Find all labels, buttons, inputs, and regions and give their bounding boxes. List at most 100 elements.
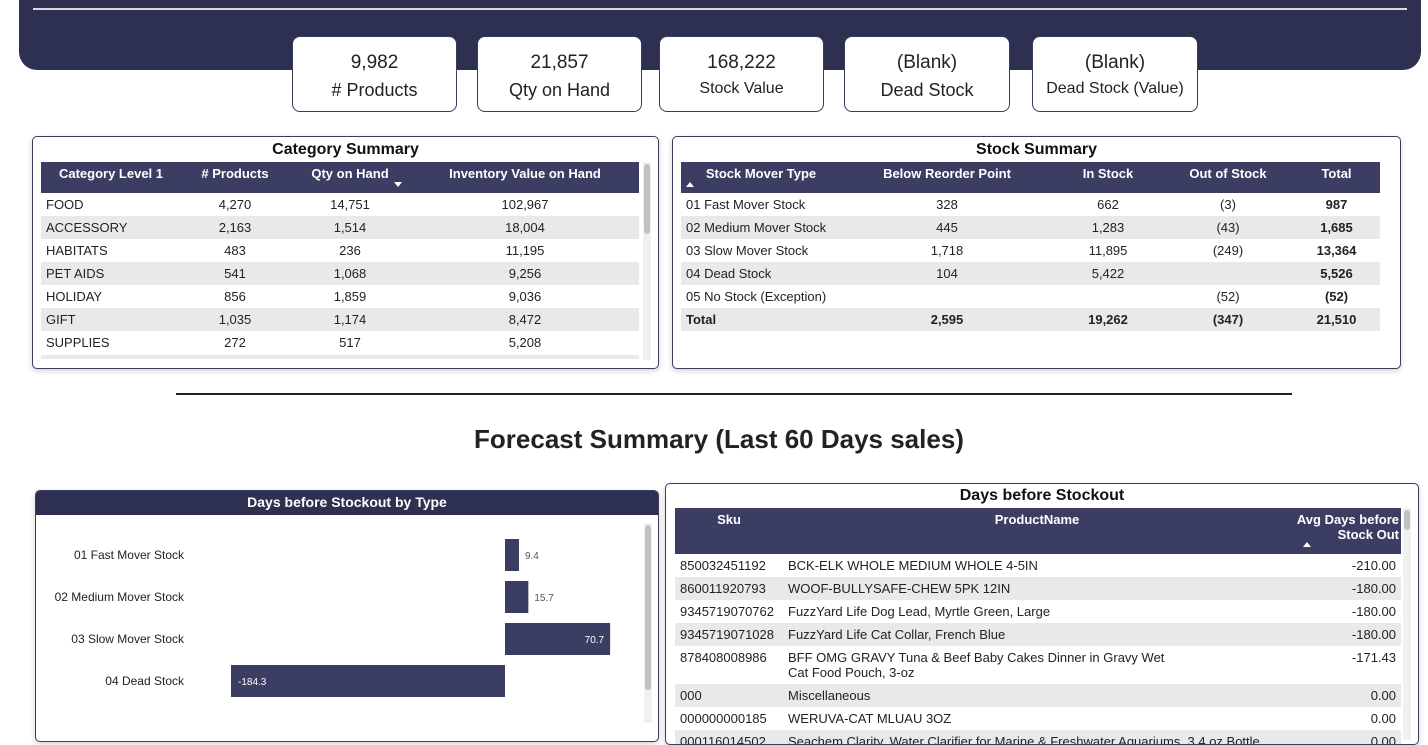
cell-qty: 236 <box>339 243 361 258</box>
cell-product-name: WOOF-BULLYSAFE-CHEW 5PK 12IN <box>783 577 1291 600</box>
table-row[interactable]: FOOD 4,270 14,751 102,967 <box>41 193 639 216</box>
col-header-stock-mover-type[interactable]: Stock Mover Type <box>681 162 841 193</box>
cell-value: 18,004 <box>411 216 639 239</box>
table-row[interactable]: 9345719070762 FuzzYard Life Dog Lead, Myr… <box>675 600 1401 623</box>
cell-products: 483 <box>224 243 246 258</box>
cell-total-out-of-stock: (347) <box>1163 308 1293 331</box>
kpi-label: # Products <box>331 80 418 100</box>
cell-value: 9,256 <box>411 262 639 285</box>
table-row[interactable]: 01 Fast Mover Stock 328 662 (3) 987 <box>681 193 1380 216</box>
chart-scrollbar-thumb[interactable] <box>645 525 651 690</box>
col-header-avg-days[interactable]: Avg Days before Stock Out <box>1291 508 1401 554</box>
cell-total-below-reorder: 2,595 <box>841 308 1053 331</box>
table-row[interactable]: 850032451192 BCK-ELK WHOLE MEDIUM WHOLE 4… <box>675 554 1401 577</box>
stockout-table: Sku ProductName Avg Days before Stock Ou… <box>675 508 1401 744</box>
table-row[interactable]: 860011920793 WOOF-BULLYSAFE-CHEW 5PK 12IN… <box>675 577 1401 600</box>
col-header-product-name[interactable]: ProductName <box>783 508 1291 554</box>
cell-below-reorder: 104 <box>841 262 1053 285</box>
table-row[interactable]: 000116014502 Seachem Clarity, Water Clari… <box>675 730 1401 744</box>
cell-products: 1,035 <box>181 308 289 331</box>
cell-qty: 1,068 <box>289 262 411 285</box>
stock-summary-table: Stock Mover Type Below Reorder Point In … <box>681 162 1380 331</box>
cell-sku: 000116014502 <box>675 730 783 744</box>
cell-out-of-stock: (43) <box>1163 216 1293 239</box>
cell-avg-days: -180.00 <box>1291 577 1401 600</box>
bar[interactable] <box>505 539 519 571</box>
table-row[interactable]: 000000000185 WERUVA-CAT MLUAU 3OZ 0.00 <box>675 707 1401 730</box>
cell-total: 987 <box>1325 197 1348 212</box>
stockout-by-type-chart-panel: Days before Stockout by Type 01 Fast Mov… <box>35 490 659 742</box>
table-row[interactable]: 9345719071028 FuzzYard Life Cat Collar, F… <box>675 623 1401 646</box>
cell-product-name: FuzzYard Life Dog Lead, Myrtle Green, La… <box>788 604 1051 619</box>
kpi-card-dead-stock-value[interactable]: (Blank) Dead Stock (Value) <box>1032 36 1198 112</box>
cell-product-name: BCK-ELK WHOLE MEDIUM WHOLE 4-5IN <box>788 558 1038 573</box>
cell-total-in-stock: 19,262 <box>1053 308 1163 331</box>
stockout-table-scrollbar-thumb[interactable] <box>1404 510 1410 530</box>
table-total-row[interactable]: Total 2,595 19,262 (347) 21,510 <box>681 308 1380 331</box>
bar[interactable] <box>231 665 505 697</box>
cell-category: ACCESSORY <box>41 216 181 239</box>
col-header-total[interactable]: Total <box>1293 162 1380 193</box>
table-row[interactable]: 05 No Stock (Exception) (52) (52) <box>681 285 1380 308</box>
category-summary-table: Category Level 1 # Products Qty on Hand … <box>41 162 639 354</box>
kpi-card-qty-on-hand[interactable]: 21,857 Qty on Hand <box>477 36 642 112</box>
cell-sku: 000000000185 <box>680 711 767 726</box>
chart-scrollbar[interactable] <box>644 523 652 723</box>
cell-avg-days: 0.00 <box>1291 684 1401 707</box>
cell-total: 1,685 <box>1293 216 1380 239</box>
kpi-card-stock-value[interactable]: 168,222 Stock Value <box>659 36 824 112</box>
data-label: 9.4 <box>525 551 539 562</box>
cell-avg-days: 0.00 <box>1291 730 1401 744</box>
cell-sku: 878408008986 <box>680 650 767 665</box>
kpi-card-dead-stock[interactable]: (Blank) Dead Stock <box>844 36 1010 112</box>
table-row[interactable]: PET AIDS 541 1,068 9,256 <box>41 262 639 285</box>
table-row[interactable]: 000 Miscellaneous 0.00 <box>675 684 1401 707</box>
table-row[interactable]: GIFT 1,035 1,174 8,472 <box>41 308 639 331</box>
stockout-table-title: Days before Stockout <box>959 487 1125 504</box>
section-divider <box>176 393 1292 395</box>
cell-sku: 9345719071028 <box>675 623 783 646</box>
bar[interactable] <box>505 581 529 613</box>
table-row[interactable]: 03 Slow Mover Stock 1,718 11,895 (249) 13,36… <box>681 239 1380 262</box>
table-row[interactable]: ACCESSORY 2,163 1,514 18,004 <box>41 216 639 239</box>
sort-asc-icon <box>686 182 694 187</box>
bar[interactable] <box>505 623 611 655</box>
category-scrollbar-thumb[interactable] <box>644 164 650 234</box>
category-scrollbar[interactable] <box>643 162 651 360</box>
col-header-category[interactable]: Category Level 1 <box>41 162 181 193</box>
cell-sku: 850032451192 <box>680 558 766 573</box>
cell-type: 04 Dead Stock <box>681 262 841 285</box>
chart-title: Days before Stockout by Type <box>36 491 658 515</box>
col-header-below-reorder[interactable]: Below Reorder Point <box>841 162 1053 193</box>
category-summary-panel: Category Summary Category Level 1 # Prod… <box>32 136 659 369</box>
col-header-sku[interactable]: Sku <box>675 508 783 554</box>
table-row[interactable]: 02 Medium Mover Stock 445 1,283 (43) 1,685 <box>681 216 1380 239</box>
cell-below-reorder: 1,718 <box>930 243 964 258</box>
cell-qty: 14,751 <box>330 197 370 212</box>
kpi-card-products[interactable]: 9,982 # Products <box>292 36 457 112</box>
sort-desc-icon <box>394 182 402 187</box>
cell-avg-days: -210.00 <box>1351 558 1396 573</box>
col-header-inventory-value[interactable]: Inventory Value on Hand <box>411 162 639 193</box>
cell-category: PET AIDS <box>41 262 181 285</box>
table-row[interactable]: HOLIDAY 856 1,859 9,036 <box>41 285 639 308</box>
stockout-table-scrollbar[interactable] <box>1403 508 1411 740</box>
sort-asc-icon <box>1303 542 1311 547</box>
col-header-out-of-stock[interactable]: Out of Stock <box>1163 162 1293 193</box>
cell-value: 11,195 <box>505 243 545 258</box>
col-header-qty[interactable]: Qty on Hand <box>289 162 411 193</box>
cell-category: FOOD <box>46 197 84 212</box>
col-header-in-stock[interactable]: In Stock <box>1053 162 1163 193</box>
forecast-heading: Forecast Summary (Last 60 Days sales) <box>474 424 964 454</box>
cell-product-name: FuzzYard Life Cat Collar, French Blue <box>783 623 1291 646</box>
cell-total: 5,526 <box>1293 262 1380 285</box>
table-row[interactable]: 878408008986 BFF OMG GRAVY Tuna & Beef Ba… <box>675 646 1401 684</box>
table-row[interactable]: 04 Dead Stock 104 5,422 5,526 <box>681 262 1380 285</box>
cell-qty: 1,514 <box>289 216 411 239</box>
table-row[interactable]: SUPPLIES 272 517 5,208 <box>41 331 639 354</box>
col-header-products[interactable]: # Products <box>181 162 289 193</box>
cell-below-reorder <box>841 285 1053 308</box>
cell-avg-days: 0.00 <box>1370 711 1396 726</box>
stockout-bar-chart: 01 Fast Mover Stock 9.4 02 Medium Mover St… <box>55 539 611 697</box>
table-row[interactable]: HABITATS 483 236 11,195 <box>41 239 639 262</box>
